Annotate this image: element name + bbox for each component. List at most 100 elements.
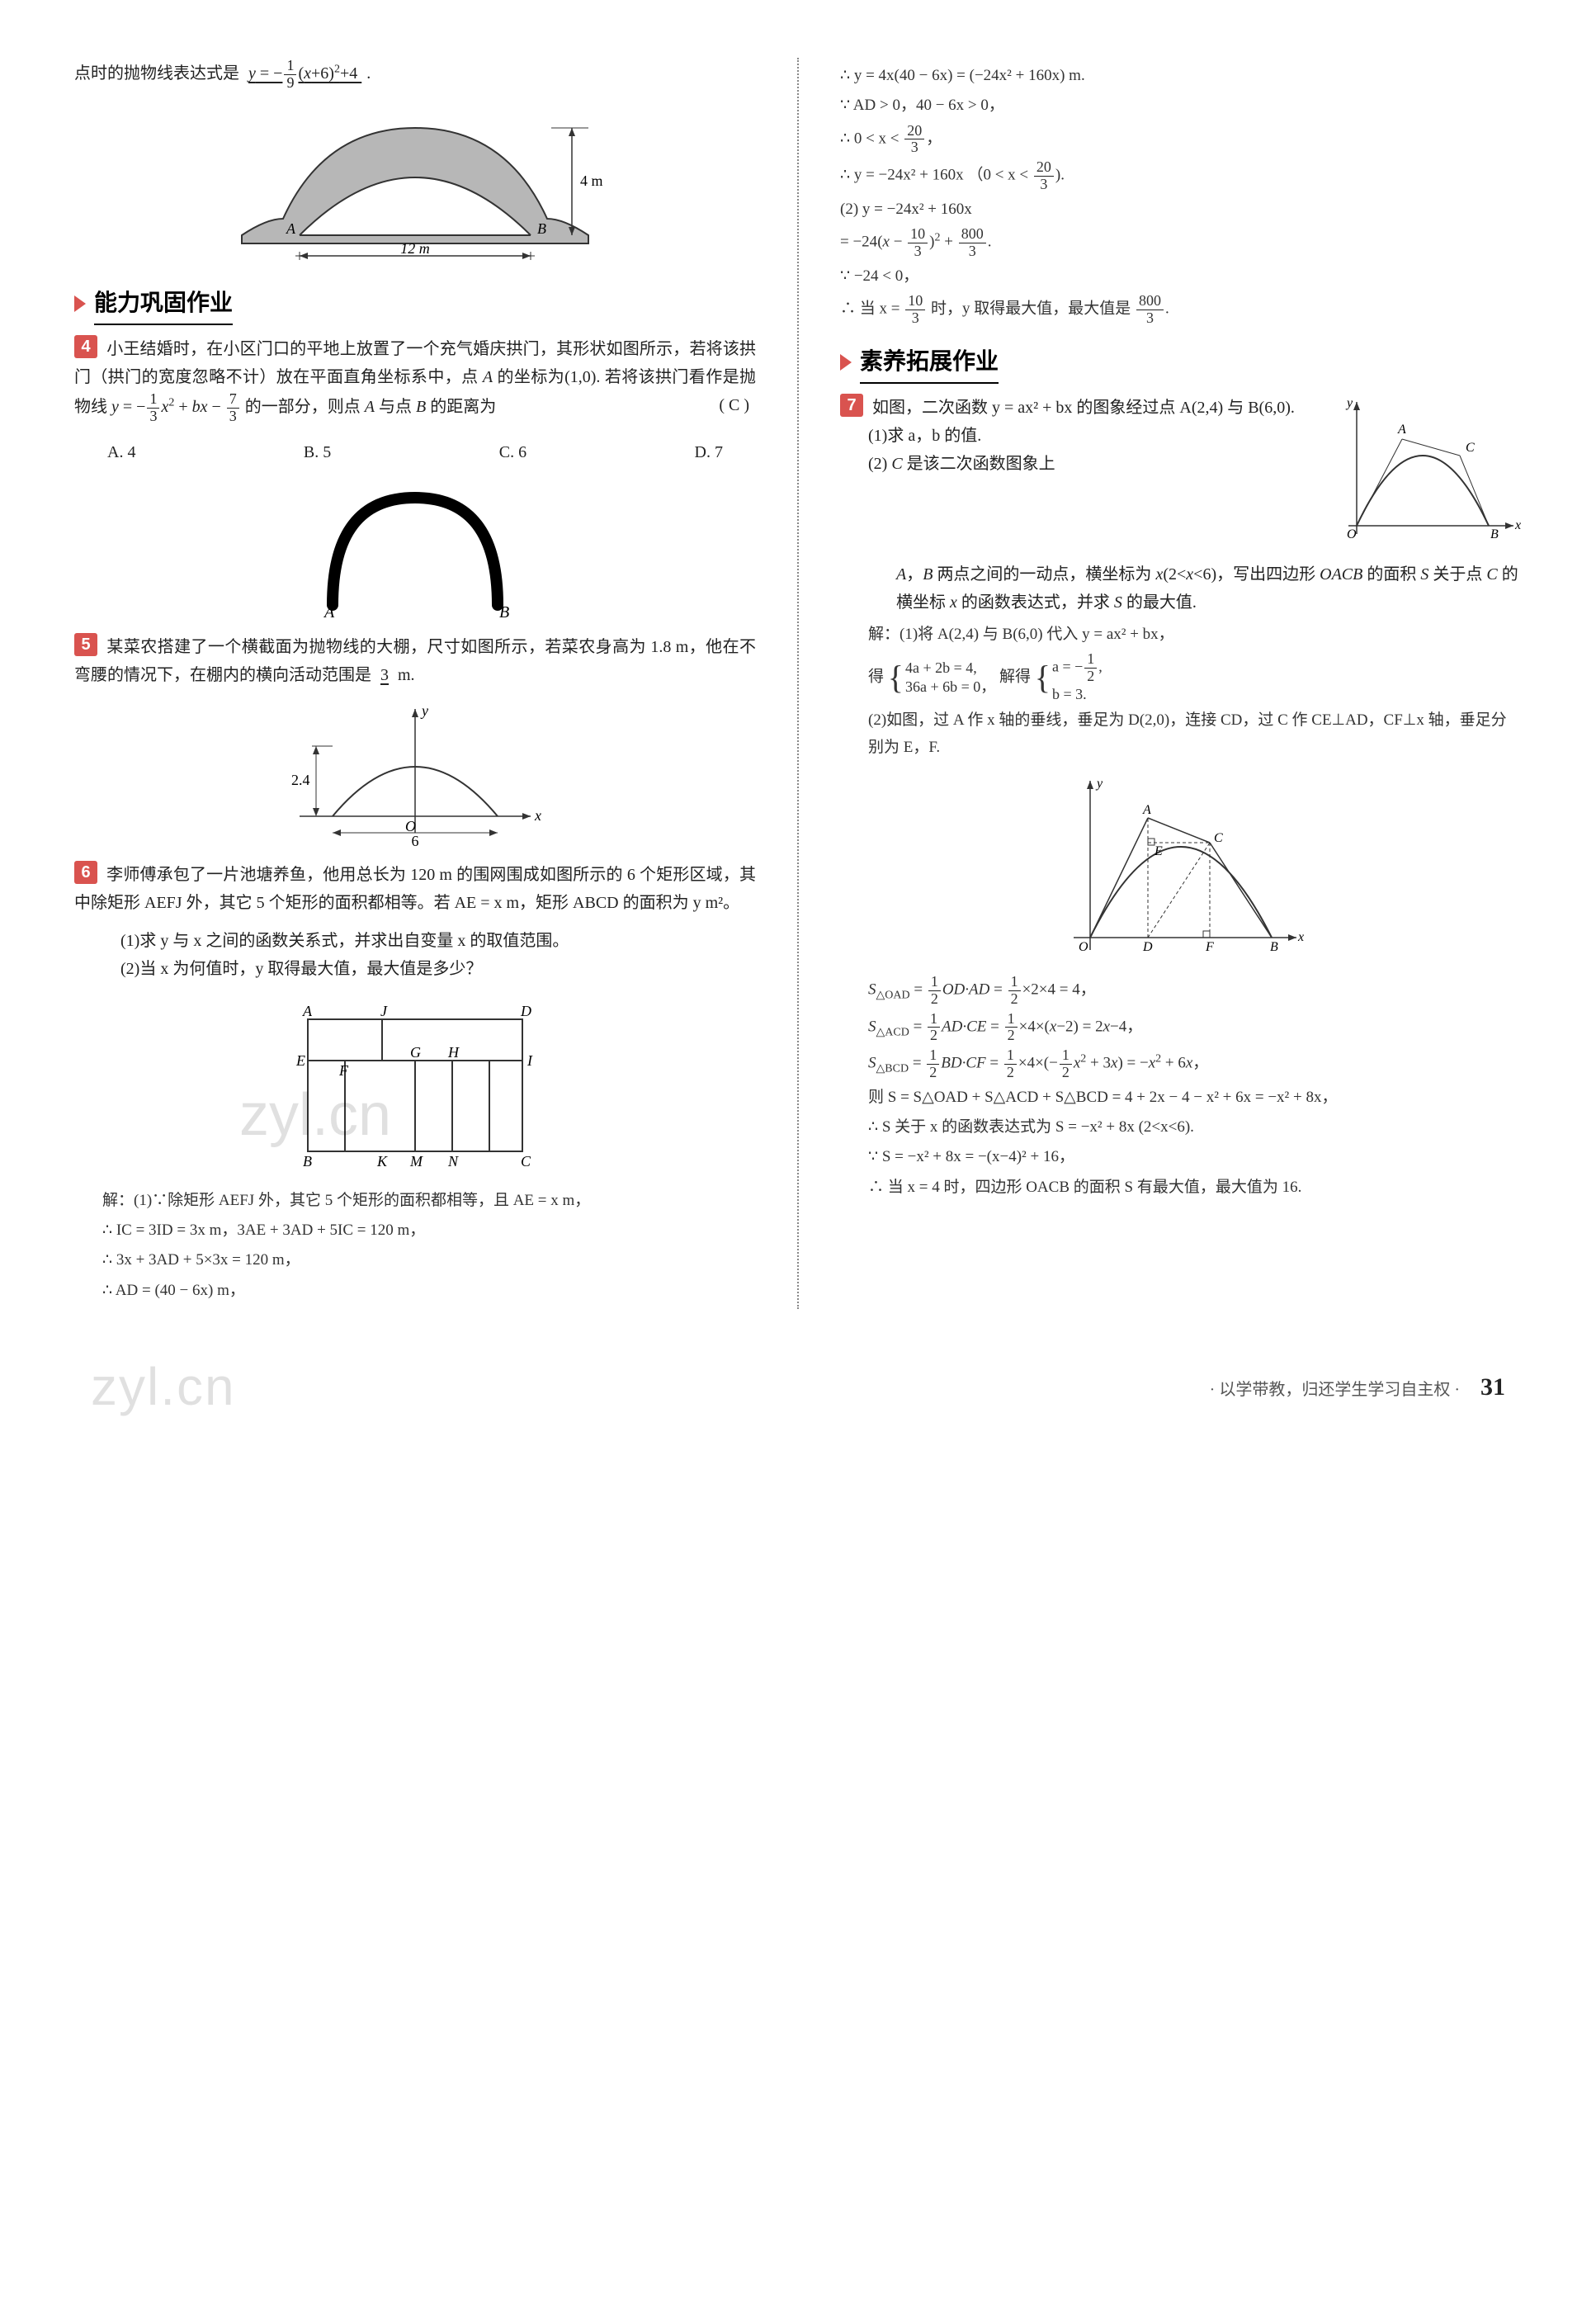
svg-text:y: y <box>1095 777 1103 791</box>
problem-7: 7 如图，二次函数 y = ax² + bx 的图象经过点 A(2,4) 与 B… <box>840 394 1522 551</box>
svg-text:E: E <box>295 1052 305 1069</box>
problem-5: 5 某菜农搭建了一个横截面为抛物线的大棚，尺寸如图所示，若菜农身高为 1.8 m… <box>74 633 756 689</box>
svg-text:D: D <box>520 1003 531 1019</box>
q5-text: 某菜农搭建了一个横截面为抛物线的大棚，尺寸如图所示，若菜农身高为 1.8 m，他… <box>74 638 756 684</box>
page-number: 31 <box>1480 1373 1505 1401</box>
q6-solution-cont: ∴ y = 4x(40 − 6x) = (−24x² + 160x) m. ∵ … <box>840 63 1522 327</box>
page-columns: 点时的抛物线表达式是 y = −19(x+6)2+4 . 12 m 4 m A … <box>74 58 1522 1309</box>
svg-text:A: A <box>1397 423 1406 437</box>
footer-motto: · 以学带教，归还学生学习自主权 · <box>1210 1381 1460 1399</box>
cs-l8: ∴ 当 x = 103 时，y 取得最大值，最大值是 8003. <box>840 293 1522 327</box>
gh-w: 6 <box>412 833 419 849</box>
fig1-B: B <box>537 220 546 237</box>
q6-solution: 解：(1)∵除矩形 AEFJ 外，其它 5 个矩形的面积都相等，且 AE = x… <box>74 1188 756 1304</box>
gh-x: x <box>534 807 541 824</box>
intro-answer: y = −19(x+6)2+4 <box>243 64 366 83</box>
figure-bridge: 12 m 4 m A B <box>74 103 756 268</box>
fig1-span: 12 m <box>400 240 430 257</box>
gh-y: y <box>420 702 428 719</box>
svg-text:B: B <box>1270 940 1278 954</box>
section-header-1: 能力巩固作业 <box>74 283 756 326</box>
gh-h: 2.4 <box>291 772 310 788</box>
section-header-2: 素养拓展作业 <box>840 342 1522 385</box>
q7-sub1: (1)求 a，b 的值. <box>840 422 1330 450</box>
choice-C: C. 6 <box>499 438 526 466</box>
svg-text:x: x <box>1514 518 1521 532</box>
intro-line: 点时的抛物线表达式是 y = −19(x+6)2+4 . <box>74 58 756 92</box>
svg-text:O: O <box>1079 940 1088 954</box>
choice-A: A. 4 <box>107 438 135 466</box>
q7-sol1-system: 得 { 4a + 2b = 4, 36a + 6b = 0， 解得 { a = … <box>868 651 1522 704</box>
qnum-7: 7 <box>840 394 863 417</box>
cs-l7: ∵ −24 < 0， <box>840 263 1522 290</box>
figure-pond: A J D E F G H I B K M N C <box>74 995 756 1176</box>
page-footer: zyl.cn · 以学带教，归还学生学习自主权 · 31 <box>74 1342 1522 1432</box>
fig1-height: 4 m <box>580 172 603 189</box>
svg-text:B: B <box>1490 527 1499 541</box>
q4-choices: A. 4 B. 5 C. 6 D. 7 <box>74 435 756 470</box>
arrow-icon <box>74 295 86 312</box>
figure-greenhouse: x y O 2.4 6 <box>74 701 756 849</box>
svg-text:A: A <box>302 1003 313 1019</box>
svg-text:C: C <box>521 1153 531 1170</box>
q6-sub1: (1)求 y 与 x 之间的函数关系式，并求出自变量 x 的取值范围。 <box>74 927 756 955</box>
svg-text:D: D <box>1142 940 1153 954</box>
cs-l6: = −24(x − 103)2 + 8003. <box>840 226 1522 260</box>
q6-sub2: (2)当 x 为何值时，y 取得最大值，最大值是多少？ <box>74 955 756 983</box>
gh-O: O <box>405 818 416 834</box>
area-sum: 则 S = S△OAD + S△ACD + S△BCD = 4 + 2x − 4… <box>868 1084 1522 1111</box>
problem-6: 6 李师傅承包了一片池塘养鱼，他用总长为 120 m 的围网围成如图所示的 6 … <box>74 861 756 917</box>
svg-text:E: E <box>1154 844 1163 858</box>
fig1-A: A <box>286 220 296 237</box>
cs-l5: (2) y = −24x² + 160x <box>840 196 1522 223</box>
svg-text:B: B <box>303 1153 312 1170</box>
svg-text:G: G <box>410 1044 421 1061</box>
choice-D: D. 7 <box>695 438 723 466</box>
area-OAD: S△OAD = 12OD·AD = 12×2×4 = 4， <box>868 974 1522 1008</box>
qnum-6: 6 <box>74 861 97 884</box>
figure-q7-sol: O x y A C E D F B <box>840 773 1522 962</box>
figure-q7: O x y A C B <box>1340 394 1522 551</box>
right-column: ∴ y = 4x(40 − 6x) = (−24x² + 160x) m. ∵ … <box>840 58 1522 1309</box>
area-ACD: S△ACD = 12AD·CE = 12×4×(x−2) = 2x−4， <box>868 1011 1522 1045</box>
left-column: 点时的抛物线表达式是 y = −19(x+6)2+4 . 12 m 4 m A … <box>74 58 756 1309</box>
q4-answer: ( C ) <box>719 391 749 419</box>
svg-text:H: H <box>447 1044 460 1061</box>
q5-answer: 3 <box>375 666 394 684</box>
svg-text:C: C <box>1466 441 1475 455</box>
arrow-icon <box>840 354 852 371</box>
section-title-2: 素养拓展作业 <box>860 342 999 385</box>
svg-text:C: C <box>1214 831 1223 845</box>
q6-sol-1: 解：(1)∵除矩形 AEFJ 外，其它 5 个矩形的面积都相等，且 AE = x… <box>102 1188 756 1214</box>
q6-text: 李师傅承包了一片池塘养鱼，他用总长为 120 m 的围网围成如图所示的 6 个矩… <box>74 866 756 912</box>
cs-l2: ∵ AD > 0，40 − 6x > 0， <box>840 92 1522 119</box>
svg-text:M: M <box>409 1153 423 1170</box>
q7-sol2-head: (2)如图，过 A 作 x 轴的垂线，垂足为 D(2,0)，连接 CD，过 C … <box>868 707 1522 761</box>
svg-text:A: A <box>1142 803 1151 817</box>
q7-sub2-a: (2) C 是该二次函数图象上 <box>840 450 1330 478</box>
q4-text1: 小王结婚时，在小区门口的平地上放置了一个充气婚庆拱门，其形状如图所示，若将该拱门… <box>74 340 756 416</box>
svg-text:J: J <box>380 1003 388 1019</box>
q7-sub2-b: A，B 两点之间的一动点，横坐标为 x(2<x<6)，写出四边形 OACB 的面… <box>840 560 1522 617</box>
arch-A: A <box>323 603 335 621</box>
intro-text: 点时的抛物线表达式是 <box>74 64 239 83</box>
concl3: ∴ 当 x = 4 时，四边形 OACB 的面积 S 有最大值，最大值为 16. <box>868 1174 1522 1201</box>
section-title-1: 能力巩固作业 <box>94 283 233 326</box>
concl2: ∵ S = −x² + 8x = −(x−4)² + 16， <box>868 1144 1522 1170</box>
choice-B: B. 5 <box>304 438 331 466</box>
figure-arch: A B <box>74 481 756 621</box>
svg-text:I: I <box>526 1052 533 1069</box>
cs-l3: ∴ 0 < x < 203， <box>840 123 1522 157</box>
arch-B: B <box>499 603 509 621</box>
svg-text:N: N <box>447 1153 459 1170</box>
column-divider <box>797 58 799 1309</box>
svg-text:F: F <box>1205 940 1214 954</box>
svg-text:x: x <box>1297 930 1304 944</box>
area-BCD: S△BCD = 12BD·CF = 12×4×(−12x2 + 3x) = −x… <box>868 1047 1522 1081</box>
concl1: ∴ S 关于 x 的函数表达式为 S = −x² + 8x (2<x<6). <box>868 1114 1522 1141</box>
watermark-bottom: zyl.cn <box>91 1342 236 1432</box>
svg-text:K: K <box>376 1153 388 1170</box>
svg-text:y: y <box>1345 396 1353 410</box>
q6-sol-4: ∴ AD = (40 − 6x) m， <box>102 1278 756 1304</box>
svg-text:F: F <box>338 1062 349 1079</box>
